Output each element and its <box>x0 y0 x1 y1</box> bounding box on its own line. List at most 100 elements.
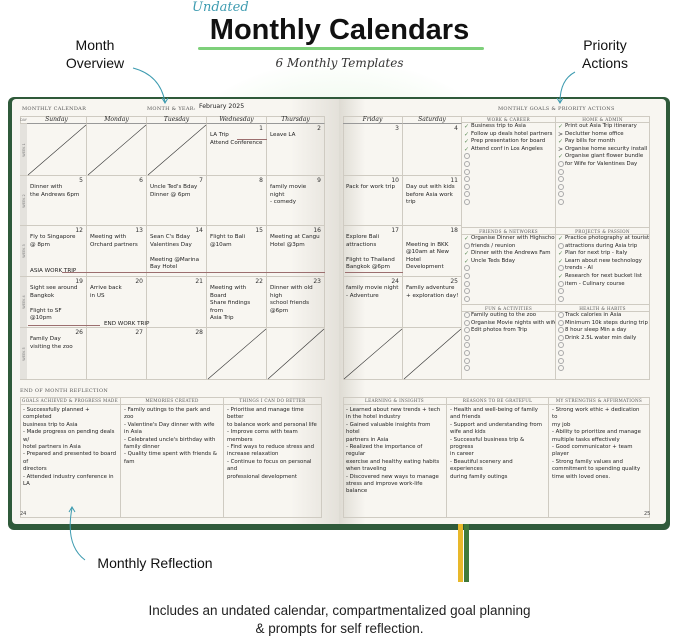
arrow-icon[interactable]: > <box>558 145 564 153</box>
calendar-day-cell[interactable]: 3 <box>343 124 403 176</box>
goal-item[interactable]: ✓ Practice photography at tourist <box>556 235 649 243</box>
calendar-day-cell[interactable]: 4 <box>403 124 462 176</box>
check-icon[interactable]: ✓ <box>464 250 470 258</box>
calendar-day-cell[interactable]: 2 Leave LA <box>267 124 325 176</box>
arrow-icon[interactable]: > <box>558 130 564 138</box>
goal-item[interactable]: ✓ Learn about new technology <box>556 258 649 266</box>
calendar-day-cell[interactable]: 11 Day out with kids before Asia work tri… <box>403 176 462 226</box>
goal-item[interactable]: Family outing to the zoo <box>462 312 555 320</box>
check-icon[interactable]: ✓ <box>558 123 564 130</box>
page-number-left: 24 <box>20 511 27 517</box>
goal-item[interactable]: ✓ Follow up deals hotel partners <box>462 131 555 139</box>
reflection-column[interactable]: THINGS I CAN DO BETTER - Prioritise and m… <box>224 397 322 518</box>
check-icon[interactable]: ✓ <box>464 145 470 153</box>
goal-item-text: Attend conf in Los Angeles <box>471 145 543 152</box>
calendar-day-cell[interactable]: 26 Family Day visiting the zoo <box>27 328 87 380</box>
calendar-day-cell[interactable]: 15 Flight to Bali @10am <box>207 226 267 277</box>
calendar-day-cell[interactable] <box>27 124 87 176</box>
check-icon[interactable]: ✓ <box>558 235 564 242</box>
calendar-day-cell[interactable]: 5 Dinner with the Andrews 6pm <box>27 176 87 226</box>
reflection-column[interactable]: REASONS TO BE GRATEFUL - Health and well-… <box>447 397 549 518</box>
calendar-day-cell[interactable] <box>87 124 147 176</box>
goal-item[interactable]: > Organise home security install <box>556 146 649 154</box>
goal-item[interactable]: Drink 2.5L water min daily <box>556 335 649 343</box>
goal-item[interactable]: ✓ Research for next bucket list <box>556 273 649 281</box>
calendar-day-cell[interactable]: 7 Uncle Ted's Bday Dinner @ 6pm <box>147 176 207 226</box>
calendar-day-cell[interactable]: 25 Family adventure + exploration day! <box>403 277 462 328</box>
goal-item[interactable]: trends - AI <box>556 265 649 273</box>
goal-item[interactable]: ✓ Plan for next trip - Italy <box>556 250 649 258</box>
calendar-day-cell[interactable]: 8 <box>207 176 267 226</box>
goal-item[interactable]: ✓ Organise giant flower bundle <box>556 153 649 161</box>
goal-item[interactable]: > Declutter home office <box>556 131 649 139</box>
goal-item[interactable]: 8 hour sleep Min a day <box>556 327 649 335</box>
goal-item[interactable]: Organise Movie nights with wife <box>462 320 555 328</box>
check-icon[interactable]: ✓ <box>464 138 470 146</box>
calendar-day-cell[interactable]: 18 Meeting in BKK @10am at New Hotel Dev… <box>403 226 462 277</box>
calendar-day-cell[interactable] <box>403 328 462 380</box>
goal-item[interactable]: item - Culinary course <box>556 281 649 289</box>
goal-section-title: PROJECTS & PASSION <box>556 228 649 235</box>
check-icon[interactable]: ✓ <box>558 138 564 146</box>
trip-line-asia-right <box>345 272 403 274</box>
check-icon[interactable]: ✓ <box>464 257 470 265</box>
goal-item[interactable]: Minimum 10k steps during trip <box>556 320 649 328</box>
goal-item[interactable]: for Wife for Valentines Day <box>556 161 649 169</box>
check-icon[interactable]: ✓ <box>464 130 470 138</box>
check-icon[interactable]: ✓ <box>558 250 564 258</box>
calendar-day-cell[interactable]: 21 <box>147 277 207 328</box>
goal-section: PROJECTS & PASSION ✓ Practice photography … <box>556 228 650 305</box>
calendar-day-cell[interactable]: 16 Meeting at Cangu Hotel @3pm <box>267 226 325 277</box>
calendar-day-cell[interactable]: 23 Dinner with old high school friends @6… <box>267 277 325 328</box>
day-entry: Sight see around Bangkok Flight to SF @1… <box>30 285 78 321</box>
calendar-day-cell[interactable]: 12 Fly to Singapore @ 8pm <box>27 226 87 277</box>
day-header-wednesday: Wednesday <box>207 116 267 124</box>
goal-item[interactable]: ✓ Uncle Teds Bday <box>462 258 555 266</box>
reflection-column[interactable]: MEMORIES CREATED - Family outings to the … <box>121 397 224 518</box>
monthly-calendar-label: MONTHLY CALENDAR <box>22 106 87 112</box>
calendar-day-cell[interactable]: 22 Meeting with Board Share findings from… <box>207 277 267 328</box>
trip-line-end <box>28 325 100 327</box>
calendar-day-cell[interactable]: 19 Sight see around Bangkok Flight to SF … <box>27 277 87 328</box>
page-title: Monthly Calendars <box>209 14 470 46</box>
calendar-day-cell[interactable]: 10 Pack for work trip <box>343 176 403 226</box>
calendar-day-cell[interactable]: 14 Sean C's Bday Valentines Day Meeting @… <box>147 226 207 277</box>
reflection-column-title: REASONS TO BE GRATEFUL <box>447 397 548 405</box>
reflection-column[interactable]: MY STRENGTHS & AFFIRMATIONS - Strong work… <box>549 397 650 518</box>
goal-item[interactable]: ✓ Attend conf in Los Angeles <box>462 146 555 154</box>
calendar-day-cell[interactable]: 28 <box>147 328 207 380</box>
day-header-friday: Friday <box>343 116 403 124</box>
calendar-day-cell[interactable]: 9 family movie night - comedy <box>267 176 325 226</box>
calendar-day-cell[interactable]: 24 family movie night - Adventure <box>343 277 403 328</box>
week-label: WEEK 4 <box>20 277 27 328</box>
check-icon[interactable]: ✓ <box>464 123 470 130</box>
goal-item[interactable]: ✓ Business trip to Asia <box>462 123 555 131</box>
calendar-day-cell[interactable]: 17 Explore Bali attractions Flight to Tha… <box>343 226 403 277</box>
calendar-day-cell[interactable]: 1 LA Trip Attend Conference <box>207 124 267 176</box>
check-icon[interactable]: ✓ <box>464 235 470 242</box>
week-label: WEEK 2 <box>20 176 27 226</box>
check-icon[interactable]: ✓ <box>558 272 564 280</box>
month-year-value[interactable]: February 2025 <box>199 103 245 110</box>
reflection-column[interactable]: GOALS ACHIEVED & PROGRESS MADE - Successf… <box>20 397 121 518</box>
goal-item[interactable]: ✓ Organise Dinner with Highschool <box>462 235 555 243</box>
goal-item[interactable]: friends / reunion <box>462 243 555 251</box>
goal-item[interactable]: Edit photos from Trip <box>462 327 555 335</box>
goal-item[interactable]: attractions during Asia trip <box>556 243 649 251</box>
goal-item[interactable]: Track calories in Asia <box>556 312 649 320</box>
goal-item[interactable]: ✓ Print out Asia Trip itinerary <box>556 123 649 131</box>
calendar-day-cell[interactable] <box>343 328 403 380</box>
calendar-day-cell[interactable]: 27 <box>87 328 147 380</box>
calendar-day-cell[interactable]: 20 Arrive back in US <box>87 277 147 328</box>
calendar-day-cell[interactable] <box>207 328 267 380</box>
calendar-day-cell[interactable] <box>267 328 325 380</box>
reflection-column[interactable]: LEARNING & INSIGHTS - Learned about new t… <box>343 397 447 518</box>
goal-item[interactable]: ✓ Prep presentation for board <box>462 138 555 146</box>
calendar-day-cell[interactable]: 13 Meeting with Orchard partners <box>87 226 147 277</box>
goal-item[interactable]: ✓ Pay bills for month <box>556 138 649 146</box>
check-icon[interactable]: ✓ <box>558 153 564 161</box>
calendar-day-cell[interactable] <box>147 124 207 176</box>
calendar-day-cell[interactable]: 6 <box>87 176 147 226</box>
check-icon[interactable]: ✓ <box>558 257 564 265</box>
goal-item[interactable]: ✓ Dinner with the Andrews Fam <box>462 250 555 258</box>
